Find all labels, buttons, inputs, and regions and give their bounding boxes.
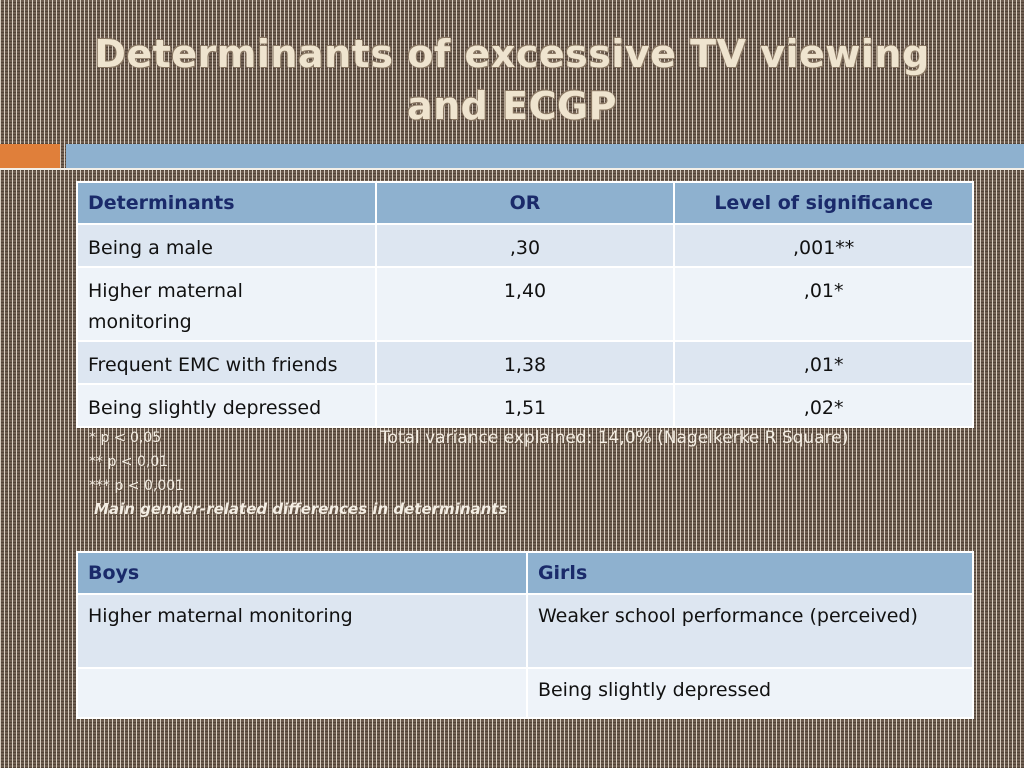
gender-differences-subtitle: Main gender-related differences in deter…: [94, 500, 508, 518]
cell-girls: Weaker school performance (perceived): [525, 593, 975, 669]
gender-differences-table: Boys Girls Higher maternal monitoring We…: [76, 551, 975, 719]
determinants-table: Determinants OR Level of significance Be…: [76, 181, 974, 428]
cell-determinant-text: Higher maternal monitoring: [88, 280, 243, 333]
table-row: Being slightly depressed: [76, 667, 975, 719]
header-boys: Boys: [76, 551, 528, 595]
cell-significance: ,001**: [673, 223, 974, 268]
header-determinants: Determinants: [76, 181, 377, 225]
significance-notes: * p < 0,05 ** p < 0,01 *** p < 0,001: [89, 426, 184, 498]
cell-determinant: Being slightly depressed: [76, 383, 377, 428]
accent-bar-blue: [66, 144, 1024, 168]
table-header-row: Determinants OR Level of significance: [76, 181, 974, 225]
variance-note: Total variance explained: 14,0% (Nagelke…: [380, 428, 849, 448]
cell-determinant: Higher maternal monitoring: [76, 266, 377, 342]
cell-significance: ,01*: [673, 266, 974, 342]
cell-or: 1,40: [374, 266, 676, 342]
table-row: Frequent EMC with friends 1,38 ,01*: [76, 340, 974, 385]
cell-boys: [76, 667, 528, 719]
slide-title-line-2: and ECGP: [406, 84, 617, 128]
table-row: Being slightly depressed 1,51 ,02*: [76, 383, 974, 428]
cell-or: 1,38: [374, 340, 676, 385]
note-p005: * p < 0,05: [89, 430, 162, 446]
slide-title: Determinants of excessive TV viewing and…: [0, 28, 1024, 132]
cell-significance: ,02*: [673, 383, 974, 428]
table-row: Higher maternal monitoring 1,40 ,01*: [76, 266, 974, 342]
cell-boys: Higher maternal monitoring: [76, 593, 528, 669]
cell-or: 1,51: [374, 383, 676, 428]
cell-or: ,30: [374, 223, 676, 268]
header-significance: Level of significance: [673, 181, 974, 225]
cell-determinant: Frequent EMC with friends: [76, 340, 377, 385]
note-p001: ** p < 0,01: [89, 454, 169, 470]
header-girls: Girls: [525, 551, 975, 595]
cell-significance: ,01*: [673, 340, 974, 385]
table-row: Higher maternal monitoring Weaker school…: [76, 593, 975, 669]
table-header-row: Boys Girls: [76, 551, 975, 595]
header-or: OR: [374, 181, 676, 225]
slide-title-line-1: Determinants of excessive TV viewing: [94, 32, 930, 76]
table-row: Being a male ,30 ,001**: [76, 223, 974, 268]
cell-determinant: Being a male: [76, 223, 377, 268]
cell-girls: Being slightly depressed: [525, 667, 975, 719]
accent-divider: [0, 168, 1024, 170]
accent-bar-orange: [0, 144, 60, 168]
note-p0001: *** p < 0,001: [89, 478, 185, 494]
